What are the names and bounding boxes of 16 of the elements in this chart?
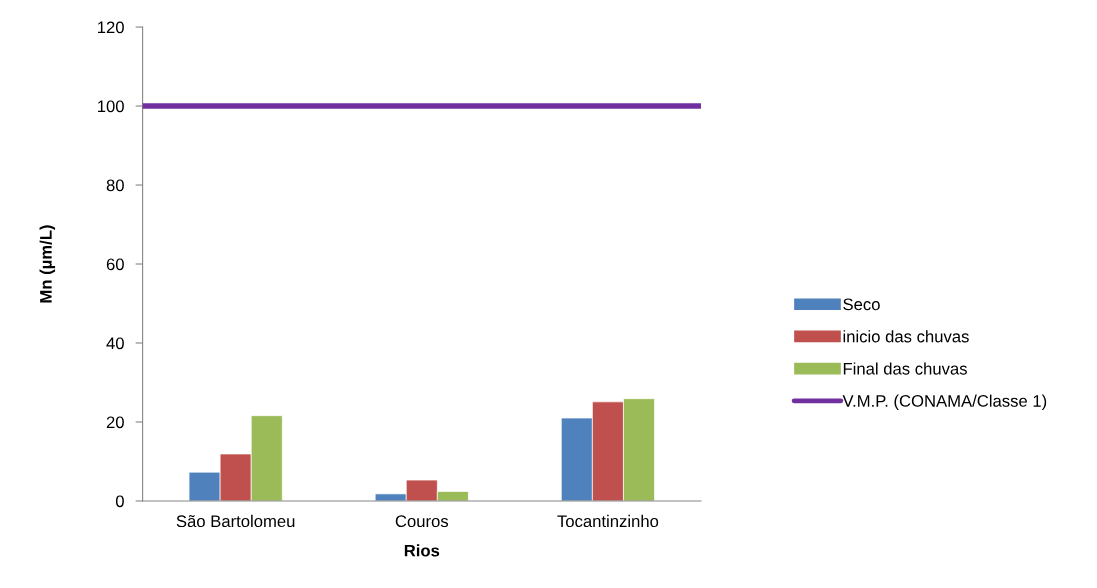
y-tick-label: 60 (106, 258, 124, 271)
legend-label: V.M.P. (CONAMA/Classe 1) (842, 394, 1047, 411)
x-tick-label: Tocantinzinho (557, 514, 659, 528)
y-axis-title: Mn (µm/L) (39, 225, 56, 303)
x-axis-title: Rios (404, 544, 440, 557)
y-tick-label: 100 (98, 100, 124, 113)
y-tick-label: 120 (98, 21, 124, 34)
y-tick-label: 20 (106, 416, 124, 429)
legend-label: Final das chuvas (843, 362, 967, 375)
legend-label: inicio das chuvas (843, 330, 969, 343)
x-tick-label: Couros (395, 515, 449, 528)
x-tick-label: São Bartolomeu (176, 514, 295, 528)
legend-label: Seco (843, 298, 880, 311)
y-tick-label: 0 (115, 495, 124, 508)
y-tick-label: 40 (106, 337, 124, 350)
y-tick-label: 80 (106, 179, 124, 192)
